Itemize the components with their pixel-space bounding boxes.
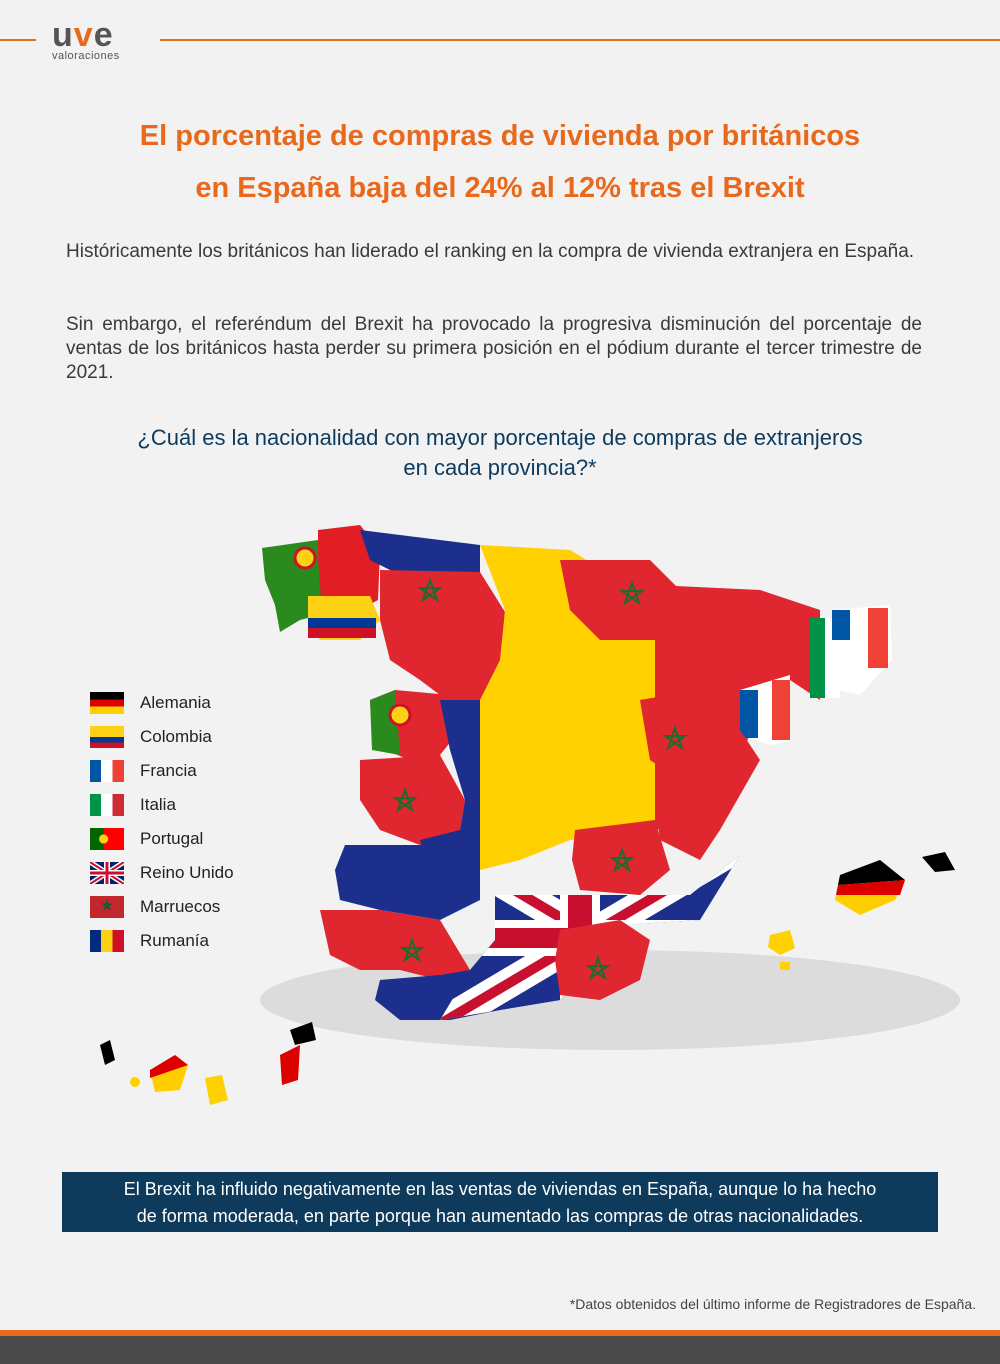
region-tarragona-red (772, 680, 790, 740)
legend-label: Colombia (140, 727, 212, 746)
legend-label: Marruecos (140, 897, 221, 916)
portugal-flag-icon (90, 828, 124, 850)
portugal-emblem-2 (388, 703, 412, 727)
legend-item: Rumanía (90, 924, 234, 958)
italy-flag-icon (90, 794, 124, 816)
balearic-islands (768, 852, 955, 970)
footnote: *Datos obtenidos del último informe de R… (569, 1296, 976, 1312)
footer-accent-bar (0, 1330, 1000, 1336)
legend-item: Francia (90, 754, 234, 788)
region-zamora-green (370, 690, 400, 755)
title-line-1: El porcentaje de compras de vivienda por… (139, 120, 861, 152)
legend-label: Portugal (140, 829, 204, 848)
legend-label: Reino Unido (140, 863, 234, 882)
logo-wordmark: uve (52, 16, 114, 54)
legend-label: Rumanía (140, 931, 209, 950)
question-line-2: en cada provincia?* (403, 455, 597, 480)
legend-label: Francia (140, 761, 197, 780)
region-barcelona-red (868, 608, 888, 668)
legend-label: Italia (140, 795, 176, 814)
banner-line-1: El Brexit ha influido negativamente en l… (123, 1179, 877, 1199)
region-leon (380, 570, 510, 710)
conclusion-banner: El Brexit ha influido negativamente en l… (62, 1172, 938, 1232)
intro-paragraph-2: Sin embargo, el referéndum del Brexit ha… (66, 314, 922, 383)
legend-item: Reino Unido (90, 856, 234, 890)
spain-map (100, 525, 960, 1105)
banner-line-2: de forma moderada, en parte porque han a… (136, 1206, 864, 1226)
header-line-right (160, 39, 1000, 41)
region-granada (555, 920, 650, 1000)
region-ourense-red (308, 628, 376, 638)
logo-subtitle: valoraciones (52, 50, 120, 62)
legend-item: Italia (90, 788, 234, 822)
intro-paragraph-1: Históricamente los británicos han lidera… (66, 241, 915, 262)
footer-bar (0, 1336, 1000, 1364)
region-girona-green (810, 618, 825, 698)
legend-item: Alemania (90, 686, 234, 720)
portugal-emblem-1 (293, 546, 317, 570)
legend-label: Alemania (140, 693, 211, 712)
legend-item: Marruecos (90, 890, 234, 924)
question-line-1: ¿Cuál es la nacionalidad con mayor porce… (137, 425, 863, 450)
france-flag-icon (90, 760, 124, 782)
morocco-flag-icon (90, 896, 124, 918)
region-barcelona-blue (832, 610, 850, 640)
canary-islands (100, 1022, 316, 1105)
region-basque (560, 560, 680, 640)
region-badajoz (335, 830, 480, 920)
region-asturias (360, 530, 480, 580)
romania-flag-icon (90, 930, 124, 952)
legend: Alemania Colombia Francia Italia Portuga… (90, 686, 234, 958)
page-title: El porcentaje de compras de vivienda por… (60, 110, 940, 214)
colombia-flag-icon (90, 726, 124, 748)
logo: uve valoraciones (52, 18, 152, 62)
header-line-left (0, 39, 36, 41)
region-tarragona-blue (740, 690, 758, 738)
legend-item: Colombia (90, 720, 234, 754)
region-ourense-blue (308, 618, 376, 628)
germany-flag-icon (90, 692, 124, 714)
region-galicia-east (318, 525, 380, 612)
region-huelva (320, 910, 470, 980)
uk-flag-icon (90, 862, 124, 884)
morocco-stars (391, 576, 689, 981)
title-line-2: en España baja del 24% al 12% tras el Br… (195, 172, 805, 204)
map-question: ¿Cuál es la nacionalidad con mayor porce… (60, 423, 940, 483)
legend-item: Portugal (90, 822, 234, 856)
